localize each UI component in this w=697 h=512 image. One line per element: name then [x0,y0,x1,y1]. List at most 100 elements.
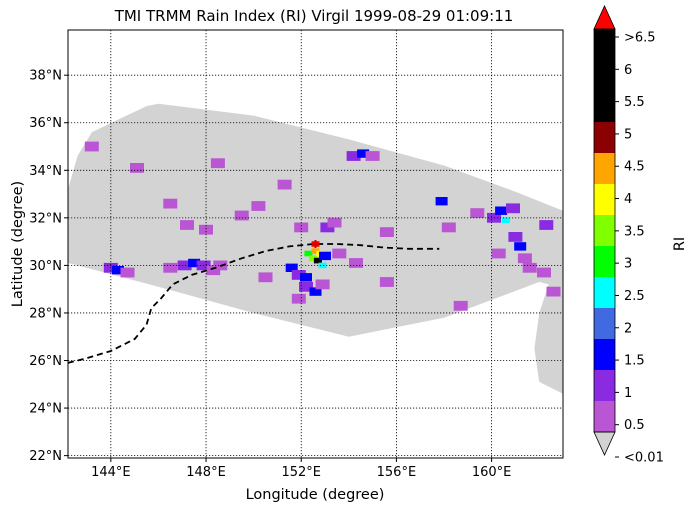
rain-cell [300,273,312,282]
rain-cell [508,232,523,242]
y-axis-label: Latitude (degree) [10,181,26,307]
rain-cell [495,206,508,215]
x-tick-label: 144°E [91,465,131,480]
rain-cell [441,222,456,233]
colorbar-band [594,339,615,370]
colorbar-band [594,215,615,246]
rain-cell [318,262,327,269]
rain-cell [291,293,306,304]
y-tick-label: 36°N [29,116,62,131]
rain-cell [163,198,178,209]
rain-cell [206,265,221,276]
rain-cell [285,263,298,272]
rain-cell [120,267,135,278]
rain-cell [357,149,370,158]
rain-cell [311,248,320,254]
y-axis-ticks: 22°N 24°N 26°N 28°N 30°N 32°N 34°N 36°N 38°N [29,69,68,464]
y-tick-label: 34°N [29,164,62,179]
rain-cell [291,270,306,280]
rain-cell [320,222,335,233]
x-tick-label: 148°E [186,465,226,480]
rain-cell [346,151,361,161]
rain-cell [180,220,194,230]
x-axis-ticks: 144°E 148°E 152°E 156°E 160°E [91,458,511,480]
x-tick-label: 160°E [472,465,512,480]
x-axis-label: Longitude (degree) [246,487,385,503]
rain-cell [84,141,99,152]
rain-cell [470,208,485,218]
rain-cell [130,163,144,173]
colorbar-tick-label: 5 [624,127,632,142]
rain-cell [379,277,394,287]
rain-cell [177,260,192,271]
rain-cell [199,224,213,235]
y-tick-label: 26°N [29,354,62,369]
rain-cell [517,253,532,264]
chart-title: TMI TRMM Rain Index (RI) Virgil 1999-08-… [114,7,514,25]
colorbar-over-triangle [593,5,616,30]
rain-cell [546,286,561,297]
rain-cell [309,255,318,262]
y-tick-label: 22°N [29,449,62,464]
colorbar-tick-label: 1.5 [624,354,645,369]
colorbar-band [594,153,615,184]
grid-lines [68,30,563,458]
rain-cell [313,257,322,264]
rain-cell [537,267,551,278]
rain-cell [163,262,178,273]
colorbar-tick-label: 2 [624,321,632,336]
rain-cell [522,262,537,273]
plot-area [67,29,564,459]
colorbar-tick-label: 1 [624,386,632,401]
colorbar-band [594,370,615,401]
colorbar-tick-label: 6 [624,63,632,78]
colorbar-tick-label: >6.5 [624,31,656,46]
rain-cell [234,210,249,221]
rain-cell [258,272,273,283]
rain-cell [491,248,506,259]
y-tick-label: 28°N [29,306,62,321]
rain-cell [299,281,313,292]
colorbar-tick-label: 3 [624,257,632,272]
colorbar-band [594,277,615,308]
y-tick-label: 38°N [29,69,62,84]
rain-cell [309,287,322,296]
colorbar-tick-label: 4.5 [624,160,645,175]
colorbar-label: RI [672,237,688,251]
rain-cell [112,266,124,275]
rain-cell [251,201,266,211]
x-tick-label: 152°E [281,465,321,480]
colorbar: <0.01 0.5 1 1.5 2 2.5 3 3.5 4 4.5 5 5.5 6 >6.5 [593,5,664,466]
colorbar-tick-label: 0.5 [624,418,645,433]
y-tick-label: 30°N [29,259,62,274]
colorbar-tick-label: 4 [624,192,632,207]
colorbar-band [594,29,615,122]
colorbar-band [594,308,615,339]
rain-cells [84,141,561,311]
y-tick-label: 32°N [29,211,62,226]
colorbar-under-triangle [593,431,616,456]
rain-cell [304,250,313,257]
y-tick-label: 24°N [29,402,62,417]
rain-cell [327,217,342,228]
colorbar-band [594,122,615,153]
rain-cell [349,258,363,268]
storm-track [67,243,440,364]
storm-center-marker [311,240,320,248]
rain-cell [319,251,331,261]
rain-cell [294,222,309,233]
rain-cell [277,179,292,190]
rain-cell [514,242,527,251]
x-tick-label: 156°E [377,465,417,480]
plot-frame [67,29,564,459]
rain-cell [379,227,394,237]
rain-cell [435,197,448,206]
rain-cell [315,279,330,290]
rain-cell [365,151,380,161]
rain-cell [506,203,520,214]
colorbar-tick-label: <0.01 [624,451,664,466]
colorbar-tick-label: 2.5 [624,289,645,304]
colorbar-tick-label: 5.5 [624,95,645,110]
rain-cell [453,300,468,311]
